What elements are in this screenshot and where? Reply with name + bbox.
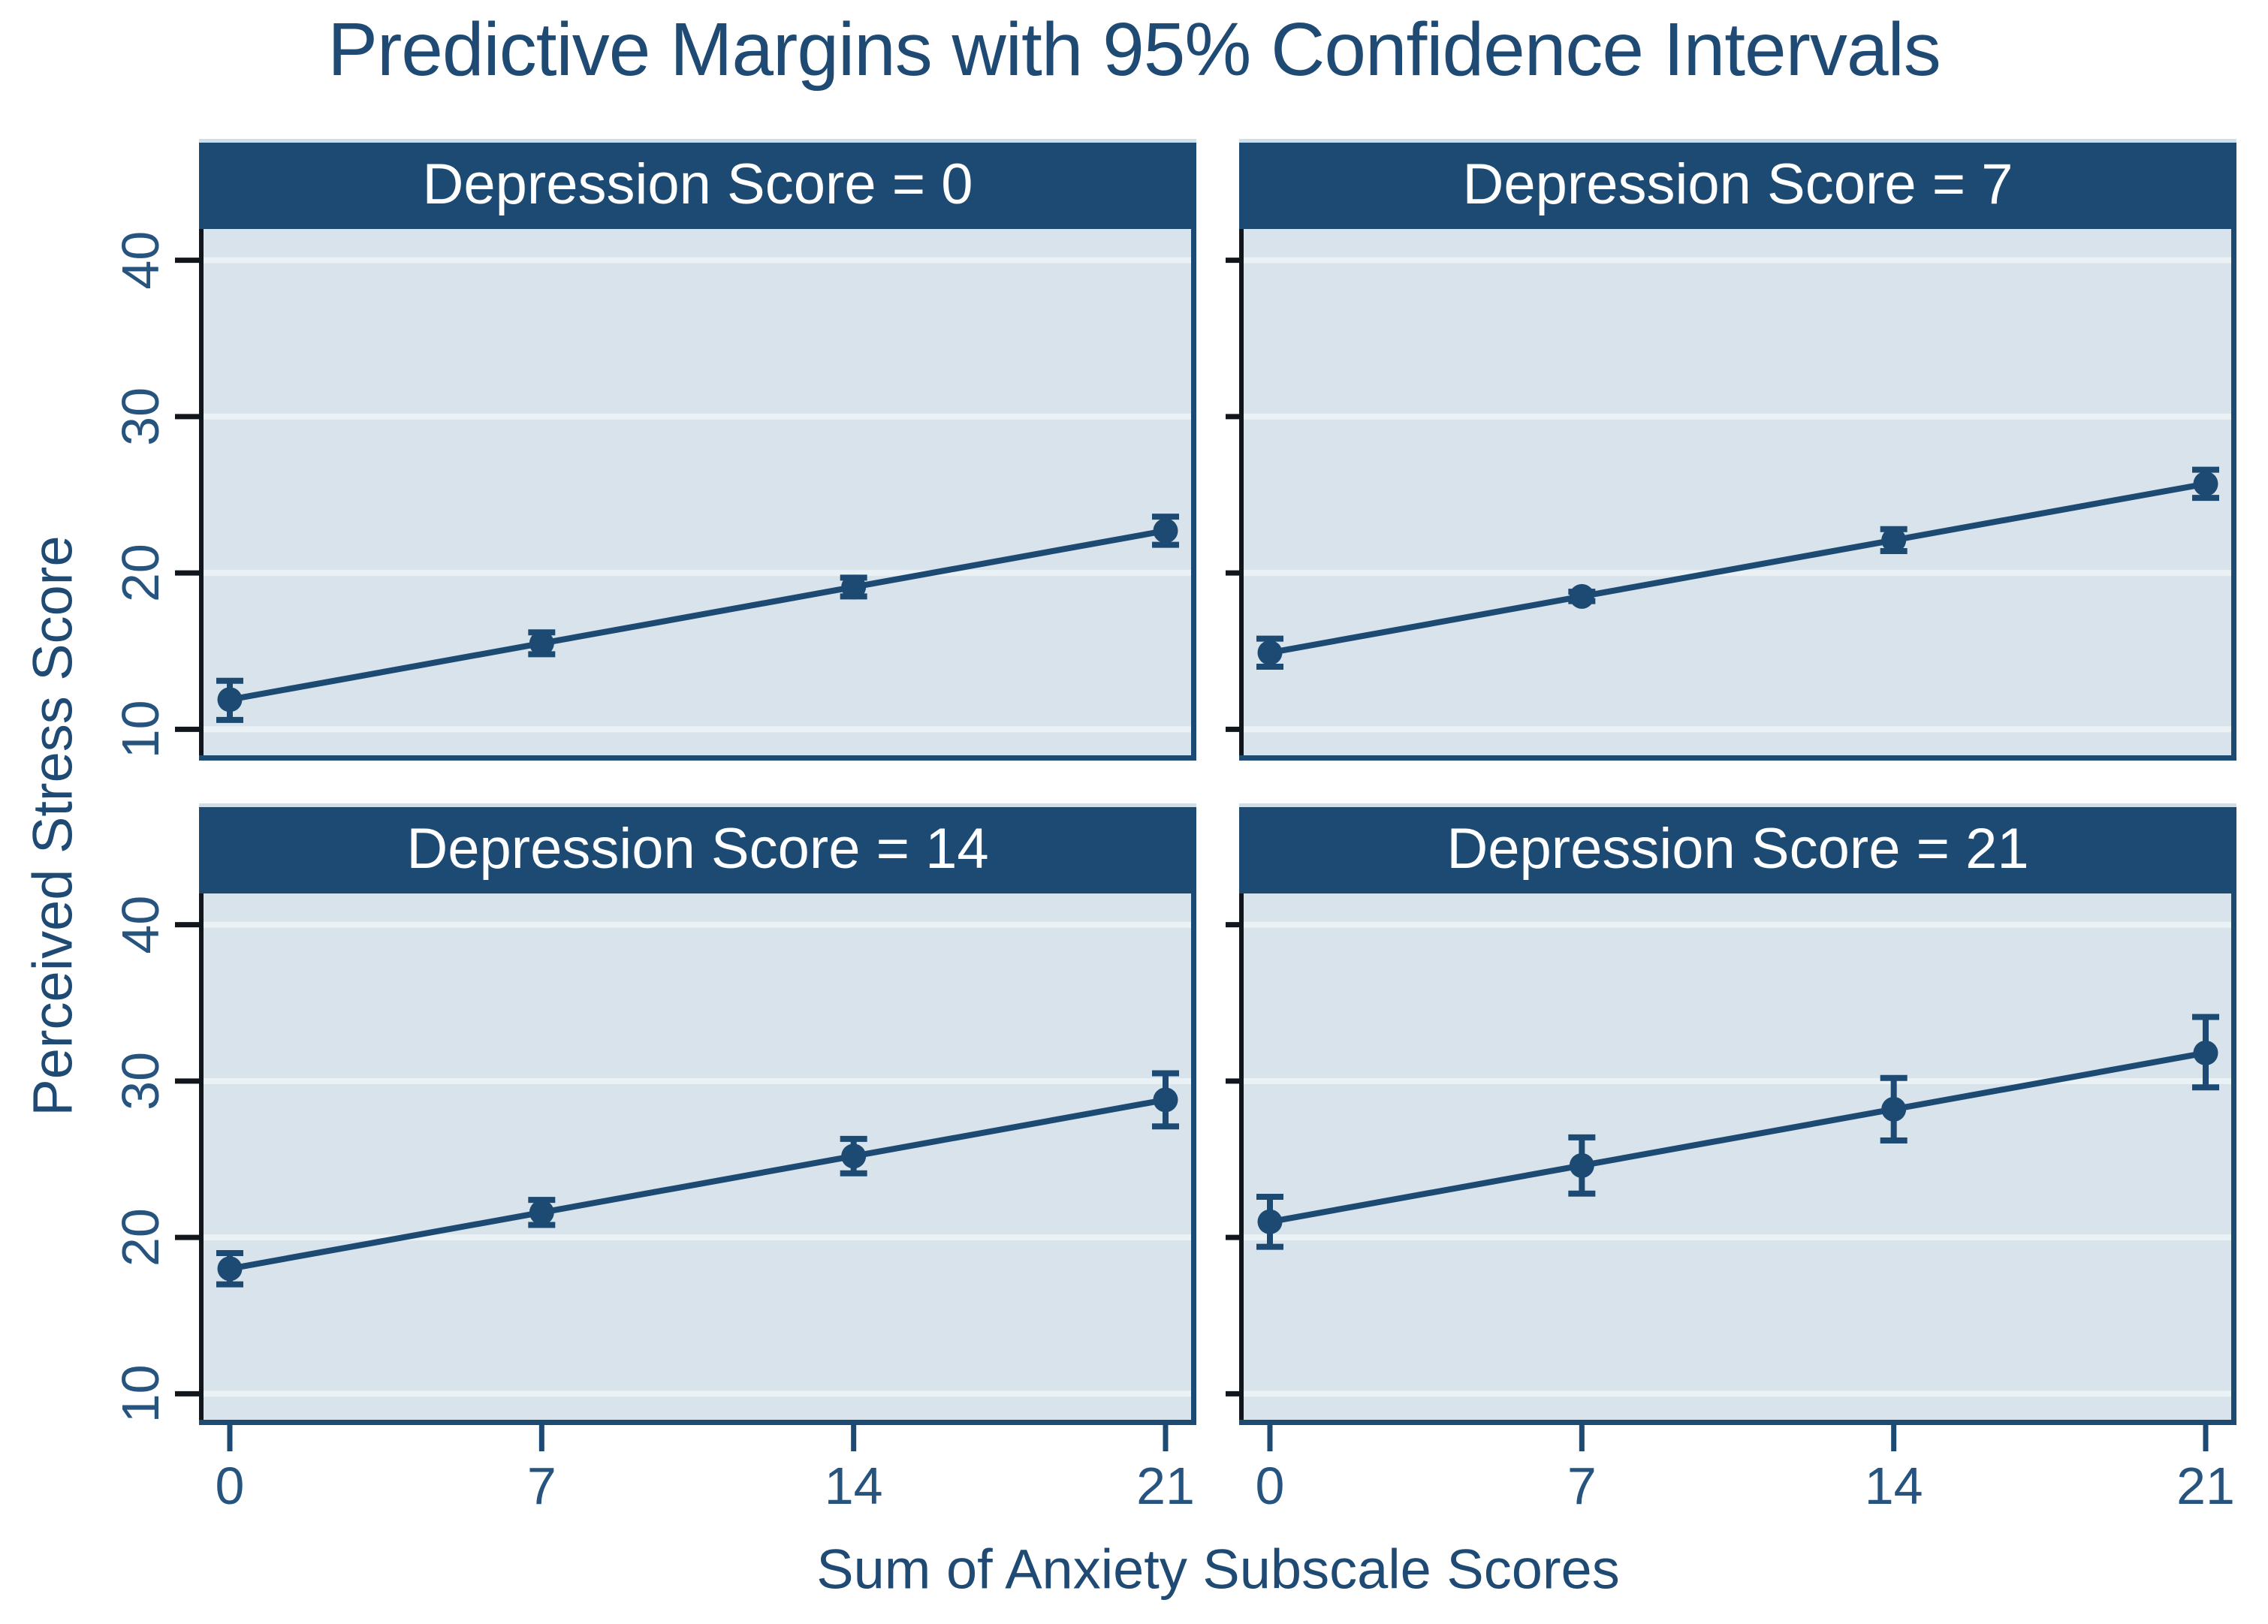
svg-text:7: 7 [1567, 1457, 1597, 1515]
panel-depression-14: Depression Score = 14 10 20 30 40 0 7 14 21 [111, 803, 1196, 1515]
panel-plot-area: 0 7 14 21 [1226, 891, 2236, 1515]
svg-text:20: 20 [111, 544, 170, 602]
panel-plot-area [1226, 227, 2236, 761]
svg-text:7: 7 [527, 1457, 556, 1515]
svg-text:10: 10 [111, 700, 170, 758]
chart-title: Predictive Margins with 95% Confidence I… [327, 8, 1941, 92]
panel-header-label: Depression Score = 0 [422, 152, 973, 216]
svg-text:30: 30 [111, 1052, 170, 1110]
panel-header: Depression Score = 7 [1239, 139, 2236, 227]
panel-plot-area: 10 20 30 40 0 7 14 21 [111, 891, 1196, 1515]
svg-text:30: 30 [111, 387, 170, 446]
panel-header-label: Depression Score = 14 [406, 817, 989, 881]
panel-header: Depression Score = 21 [1239, 803, 2236, 891]
svg-text:21: 21 [2176, 1457, 2235, 1515]
svg-text:10: 10 [111, 1364, 170, 1423]
svg-text:40: 40 [111, 231, 170, 290]
svg-text:21: 21 [1136, 1457, 1195, 1515]
panel-header-label: Depression Score = 7 [1462, 152, 2013, 216]
panel-header: Depression Score = 14 [199, 803, 1196, 891]
svg-text:14: 14 [825, 1457, 883, 1515]
panel-header-label: Depression Score = 21 [1446, 817, 2029, 881]
panel-depression-21: Depression Score = 21 0 7 14 21 [1226, 803, 2236, 1515]
svg-text:14: 14 [1865, 1457, 1923, 1515]
panel-depression-0: Depression Score = 0 10 20 30 40 [111, 139, 1196, 761]
panel-plot-area: 10 20 30 40 [111, 227, 1196, 761]
panel-depression-7: Depression Score = 7 [1226, 139, 2236, 761]
panel-header: Depression Score = 0 [199, 139, 1196, 227]
svg-text:20: 20 [111, 1208, 170, 1267]
svg-text:0: 0 [216, 1457, 245, 1515]
svg-text:0: 0 [1256, 1457, 1285, 1515]
x-axis-title: Sum of Anxiety Subscale Scores [816, 1538, 1620, 1601]
y-axis-title: Perceived Stress Score [21, 535, 84, 1116]
svg-text:40: 40 [111, 896, 170, 954]
